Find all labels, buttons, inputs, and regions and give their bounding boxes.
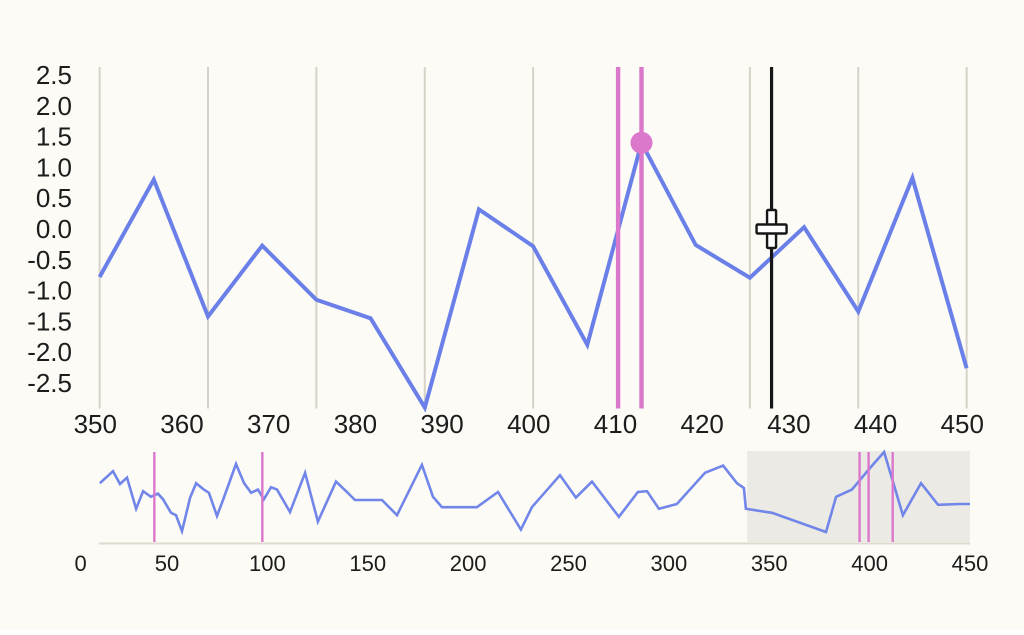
- overview-x-tick-label: 350: [751, 551, 788, 576]
- detail-y-tick-label: 0.0: [36, 214, 72, 244]
- detail-y-tick-label: -1.5: [27, 306, 72, 336]
- overview-chart: 0 50 100 150 200 250 300 350 400 450: [74, 449, 988, 576]
- overview-x-tick-label: 250: [550, 551, 587, 576]
- overview-x-tick-label: 150: [349, 551, 386, 576]
- detail-x-tick-label: 410: [594, 409, 637, 439]
- detail-y-tick-label: 2.5: [36, 60, 72, 90]
- overview-x-tick-label: 0: [74, 551, 86, 576]
- overview-x-tick-label: 200: [450, 551, 487, 576]
- detail-y-tick-label: -2.5: [27, 368, 72, 398]
- detail-x-tick-label: 440: [854, 409, 897, 439]
- detail-y-tick-label: 1.5: [36, 122, 72, 152]
- overview-series-line: [99, 449, 970, 536]
- detail-y-tick-label: -1.0: [27, 276, 72, 306]
- overview-x-axis-labels: 0 50 100 150 200 250 300 350 400 450: [74, 551, 988, 576]
- detail-x-tick-label: 390: [420, 409, 463, 439]
- overview-x-tick-label: 300: [650, 551, 687, 576]
- overview-event-markers: [153, 452, 894, 542]
- detail-x-tick-label: 450: [941, 409, 984, 439]
- detail-x-tick-label: 430: [767, 409, 810, 439]
- detail-y-axis-labels: 2.52.01.51.00.50.0-0.5-1.0-1.5-2.0-2.5: [27, 60, 72, 398]
- crosshair-horizontal-bar: [755, 223, 788, 235]
- detail-x-axis-labels: 350 360 370 380 390 400 410 420 430 440 450: [74, 409, 984, 439]
- detail-x-tick-label: 400: [507, 409, 550, 439]
- annotation-region: [615, 67, 644, 409]
- detail-x-tick-label: 420: [681, 409, 724, 439]
- crosshair-cursor-icon[interactable]: [755, 208, 788, 250]
- detail-x-tick-label: 360: [160, 409, 203, 439]
- detail-chart: 2.52.01.51.00.50.0-0.5-1.0-1.5-2.0-2.5 3…: [27, 60, 984, 439]
- detail-y-tick-label: 2.0: [36, 91, 72, 121]
- overview-x-tick-label: 100: [249, 551, 286, 576]
- detail-x-tick-label: 350: [74, 409, 117, 439]
- overview-x-tick-label: 50: [155, 551, 179, 576]
- detail-y-tick-label: -2.0: [27, 337, 72, 367]
- detail-y-tick-label: 1.0: [36, 152, 72, 182]
- detail-x-tick-label: 380: [334, 409, 377, 439]
- detail-y-tick-label: 0.5: [36, 183, 72, 213]
- overview-x-tick-label: 400: [851, 551, 888, 576]
- detail-x-tick-label: 370: [247, 409, 290, 439]
- overview-x-tick-label: 450: [952, 551, 989, 576]
- detail-y-tick-label: -0.5: [27, 245, 72, 275]
- selected-point-marker[interactable]: [630, 131, 653, 154]
- detail-series-line: [97, 137, 969, 413]
